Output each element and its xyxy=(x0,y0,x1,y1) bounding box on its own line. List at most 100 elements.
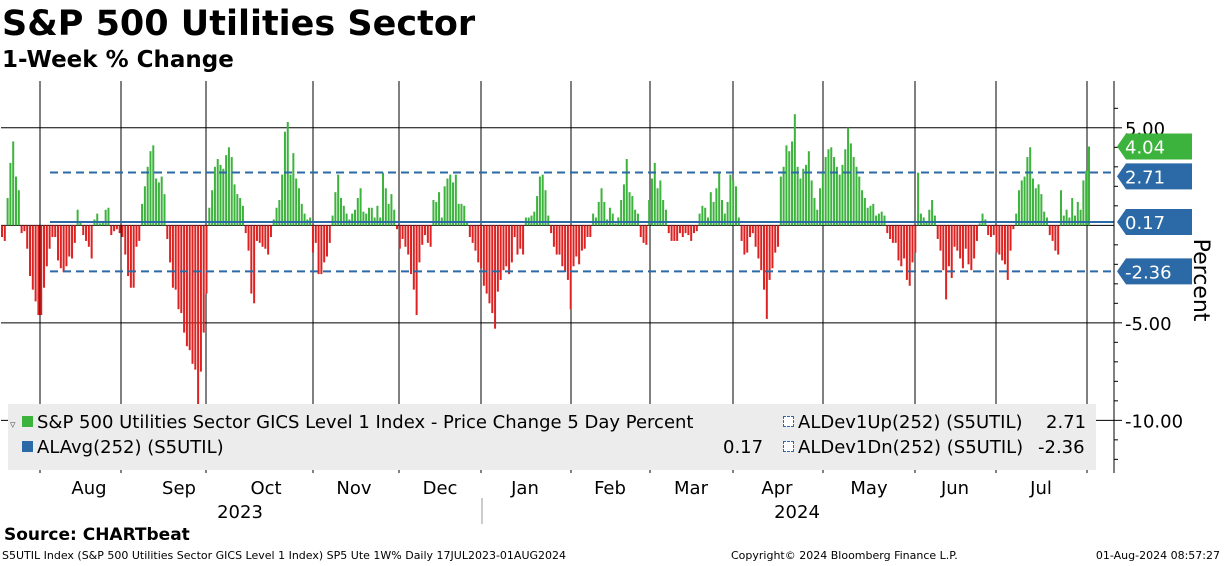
data-bar xyxy=(838,174,841,226)
data-bar xyxy=(715,188,718,226)
data-bar xyxy=(833,157,836,226)
data-bar xyxy=(199,225,202,372)
data-bar xyxy=(538,176,541,226)
data-bar xyxy=(1003,225,1006,265)
data-bar xyxy=(819,188,822,226)
data-bar xyxy=(101,221,104,226)
legend-item-dev-up: ALDev1Up(252) (S5UTIL) xyxy=(783,412,1023,434)
data-bar xyxy=(754,225,757,247)
data-bar xyxy=(157,182,160,226)
data-bar xyxy=(992,225,995,236)
data-bar xyxy=(480,225,483,269)
data-bar xyxy=(37,225,40,316)
dev-up-value-label: 2.71 xyxy=(1125,167,1165,188)
data-bar xyxy=(191,225,194,364)
legend-item-avg: ALAvg(252) (S5UTIL) xyxy=(22,437,224,459)
data-bar xyxy=(656,188,659,226)
legend-avg-value: 0.17 xyxy=(723,437,764,458)
data-bar xyxy=(875,215,878,226)
data-bar xyxy=(866,207,869,226)
data-bar xyxy=(522,225,525,255)
footer-timestamp: 01-Aug-2024 08:57:27 xyxy=(1095,549,1220,562)
data-bar xyxy=(79,221,82,226)
data-bar xyxy=(54,225,57,238)
x-month-label: Mar xyxy=(674,478,709,499)
data-bar xyxy=(544,190,547,226)
data-bar xyxy=(59,225,62,269)
data-bar xyxy=(421,225,424,245)
data-bar xyxy=(908,225,911,286)
data-bar xyxy=(589,225,592,238)
data-bar xyxy=(869,205,872,226)
data-bar xyxy=(180,225,183,314)
data-bar xyxy=(104,209,107,226)
data-bar xyxy=(129,225,132,288)
data-bar xyxy=(20,225,23,234)
chart-title: S&P 500 Utilities Sector xyxy=(2,4,476,44)
data-bar xyxy=(953,225,956,247)
data-bar xyxy=(34,225,37,302)
data-bar xyxy=(216,159,219,226)
data-bar xyxy=(432,199,435,226)
x-month-label: Sep xyxy=(162,478,196,499)
data-bar xyxy=(547,215,550,226)
data-bar xyxy=(558,225,561,255)
data-bar xyxy=(807,151,810,226)
data-bar xyxy=(914,225,917,253)
footer-ticker-info: S5UTIL Index (S&P 500 Utilities Sector G… xyxy=(2,549,567,562)
data-bar xyxy=(185,225,188,347)
data-bar xyxy=(650,178,653,226)
data-bar xyxy=(264,225,267,249)
y-tick-label: -10.00 xyxy=(1125,411,1183,432)
dashed-swatch-icon xyxy=(783,441,794,452)
data-bar xyxy=(536,196,539,226)
data-bar xyxy=(723,213,726,226)
data-bar xyxy=(676,225,679,241)
data-bar xyxy=(1012,225,1015,230)
data-bar xyxy=(368,207,371,226)
data-bar xyxy=(9,162,12,226)
data-bar xyxy=(572,225,575,267)
legend-toggle-icon[interactable]: ▿ xyxy=(10,418,16,431)
data-bar xyxy=(917,172,920,226)
data-bar xyxy=(449,174,452,226)
data-bar xyxy=(412,225,415,290)
data-bar xyxy=(1048,225,1051,236)
data-bar xyxy=(171,225,174,288)
data-bar xyxy=(222,168,225,226)
data-bar xyxy=(87,225,90,247)
data-bar xyxy=(852,157,855,226)
data-bar xyxy=(90,225,93,259)
data-bar xyxy=(163,194,166,226)
data-bar xyxy=(401,225,404,239)
data-bar xyxy=(359,188,362,226)
data-bar xyxy=(735,186,738,226)
data-bar xyxy=(499,225,502,280)
data-bar xyxy=(337,174,340,226)
data-bar xyxy=(805,164,808,226)
legend-dev-up-label: ALDev1Up(252) (S5UTIL) xyxy=(798,412,1023,433)
data-bar xyxy=(225,155,228,226)
data-bar xyxy=(942,225,945,271)
data-bar xyxy=(295,178,298,226)
legend-dev-dn-label: ALDev1Dn(252) (S5UTIL) xyxy=(798,437,1024,458)
data-bar xyxy=(135,225,138,247)
data-bar xyxy=(183,225,186,333)
data-bar xyxy=(821,172,824,226)
x-month-label: Jun xyxy=(940,478,969,499)
data-bar xyxy=(1043,211,1046,226)
data-bar xyxy=(813,198,816,226)
data-bar xyxy=(1,225,3,238)
legend-item-series: S&P 500 Utilities Sector GICS Level 1 In… xyxy=(22,412,693,434)
data-bar xyxy=(925,221,928,226)
data-bar xyxy=(1057,225,1060,255)
data-bar xyxy=(830,147,833,226)
data-bar xyxy=(410,225,413,275)
x-year-label: 2024 xyxy=(774,502,820,523)
data-bar xyxy=(636,213,639,226)
legend-series-label: S&P 500 Utilities Sector GICS Level 1 In… xyxy=(37,412,694,433)
data-bar xyxy=(292,153,295,226)
data-bar xyxy=(121,225,124,238)
data-bar xyxy=(496,225,499,292)
data-bar xyxy=(1059,190,1062,226)
